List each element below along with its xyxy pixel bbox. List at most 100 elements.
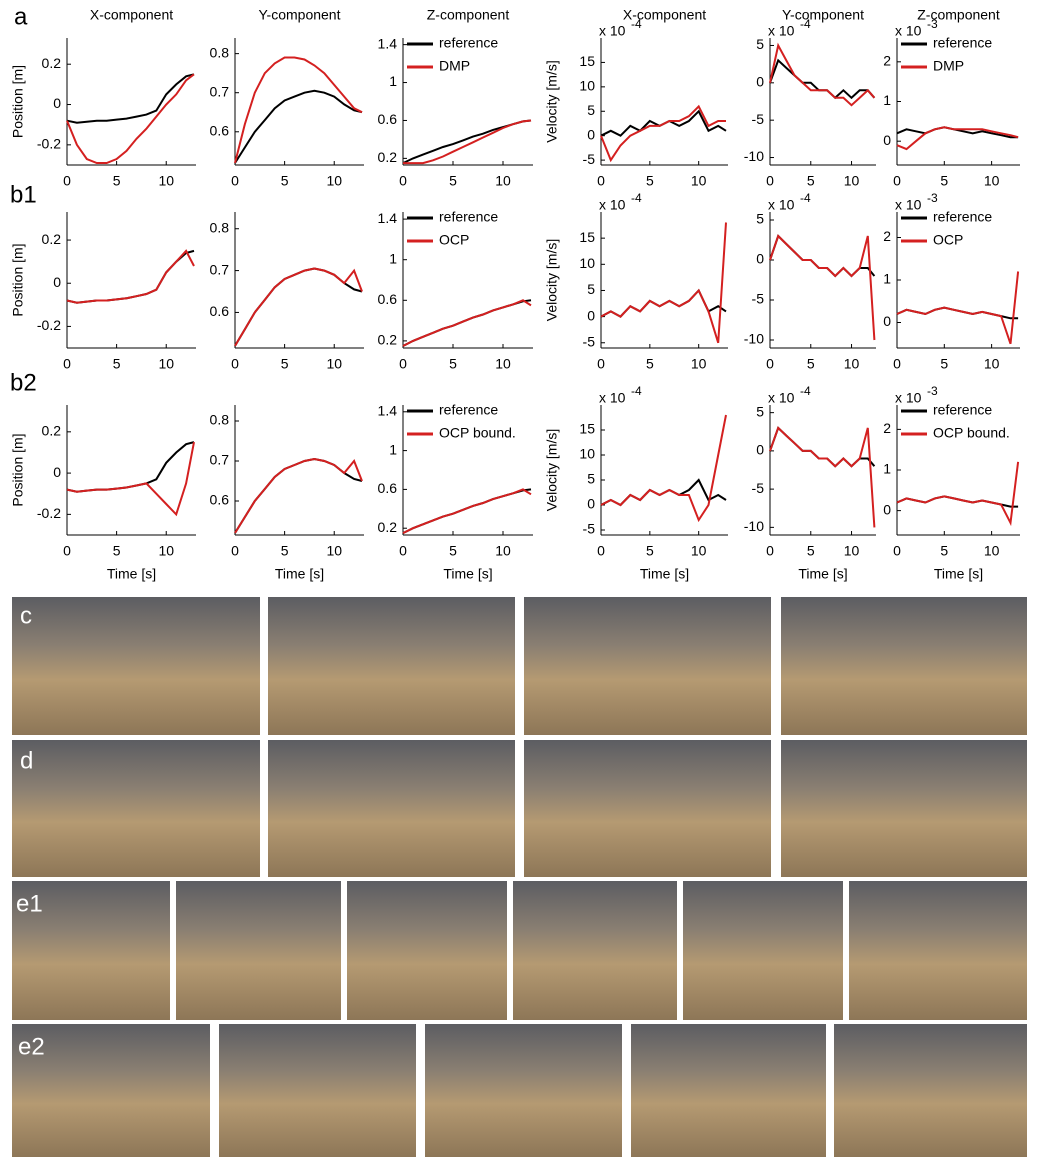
x-tick-label: 5 bbox=[449, 173, 457, 189]
y-tick-label: 1.4 bbox=[378, 35, 398, 51]
y-scale-exponent: -4 bbox=[800, 384, 811, 398]
y-tick-label: 5 bbox=[756, 403, 764, 419]
x-tick-label: 0 bbox=[399, 173, 407, 189]
x-tick-label: 10 bbox=[844, 356, 860, 372]
y-tick-label: 0.2 bbox=[42, 55, 62, 71]
y-tick-label: 5 bbox=[756, 211, 764, 227]
x-axis-label: Time [s] bbox=[934, 566, 983, 582]
row-label: b2 bbox=[10, 369, 37, 396]
y-tick-label: 0.7 bbox=[210, 452, 230, 468]
series-line bbox=[234, 89, 363, 164]
y-scale-exponent: -3 bbox=[927, 17, 938, 31]
y-tick-label: 0.8 bbox=[210, 44, 230, 60]
x-tick-label: 10 bbox=[495, 356, 511, 372]
legend-label: reference bbox=[439, 209, 498, 225]
legend-label: reference bbox=[933, 209, 992, 225]
y-tick-label: -5 bbox=[583, 151, 596, 167]
x-tick-label: 5 bbox=[940, 356, 948, 372]
x-axis-label: Time [s] bbox=[275, 566, 324, 582]
x-tick-label: 0 bbox=[399, 356, 407, 372]
y-tick-label: 0.7 bbox=[210, 83, 230, 99]
x-tick-label: 0 bbox=[63, 173, 71, 189]
chart-title: Y-component bbox=[259, 7, 341, 23]
x-tick-label: 5 bbox=[646, 543, 654, 559]
chart-title: X-component bbox=[623, 7, 706, 23]
x-tick-label: 5 bbox=[940, 543, 948, 559]
x-tick-label: 5 bbox=[281, 543, 289, 559]
y-scale-exponent: -3 bbox=[927, 191, 938, 205]
legend-label: reference bbox=[439, 35, 498, 51]
series-line bbox=[66, 441, 195, 517]
x-tick-label: 10 bbox=[158, 543, 174, 559]
chart-title: Z-component bbox=[427, 7, 510, 23]
x-axis-label: Time [s] bbox=[798, 566, 847, 582]
x-tick-label: 5 bbox=[281, 356, 289, 372]
x-tick-label: 0 bbox=[766, 173, 774, 189]
x-tick-label: 10 bbox=[495, 543, 511, 559]
series-line bbox=[769, 426, 876, 528]
y-scale-exponent: -4 bbox=[631, 191, 642, 205]
x-tick-label: 0 bbox=[231, 543, 239, 559]
x-tick-label: 0 bbox=[399, 543, 407, 559]
y-tick-label: 0 bbox=[53, 464, 61, 480]
legend-label: reference bbox=[933, 402, 992, 418]
y-tick-label: 15 bbox=[579, 53, 595, 69]
y-tick-label: -5 bbox=[752, 111, 765, 127]
y-tick-label: -0.2 bbox=[37, 317, 61, 333]
y-tick-label: 1 bbox=[883, 92, 891, 108]
y-scale-label: x 10 bbox=[895, 197, 922, 213]
x-tick-label: 10 bbox=[691, 356, 707, 372]
y-scale-exponent: -4 bbox=[631, 17, 642, 31]
y-scale-label: x 10 bbox=[895, 390, 922, 406]
y-scale-exponent: -3 bbox=[927, 384, 938, 398]
series-line bbox=[234, 267, 363, 347]
x-tick-label: 10 bbox=[691, 173, 707, 189]
y-tick-label: -5 bbox=[752, 480, 765, 496]
y-tick-label: 5 bbox=[587, 281, 595, 297]
series-line bbox=[66, 249, 195, 304]
series-line bbox=[896, 461, 1020, 527]
y-tick-label: 0 bbox=[587, 126, 595, 142]
y-tick-label: 1 bbox=[389, 250, 397, 266]
y-tick-label: 1.4 bbox=[378, 210, 398, 226]
y-tick-label: 0 bbox=[756, 74, 764, 90]
y-tick-label: 0 bbox=[883, 313, 891, 329]
y-tick-label: 1 bbox=[389, 441, 397, 457]
series-line bbox=[402, 299, 532, 347]
x-tick-label: 0 bbox=[893, 173, 901, 189]
x-tick-label: 10 bbox=[844, 173, 860, 189]
x-tick-label: 10 bbox=[691, 543, 707, 559]
series-line bbox=[234, 457, 363, 534]
x-tick-label: 0 bbox=[597, 173, 605, 189]
y-tick-label: 5 bbox=[587, 102, 595, 118]
y-tick-label: 0 bbox=[53, 274, 61, 290]
y-tick-label: 0.6 bbox=[378, 111, 398, 127]
y-axis-label: Velocity [m/s] bbox=[544, 429, 560, 511]
y-tick-label: -5 bbox=[752, 291, 765, 307]
y-tick-label: -10 bbox=[744, 148, 764, 164]
x-tick-label: 0 bbox=[63, 543, 71, 559]
y-tick-label: 0.6 bbox=[378, 480, 398, 496]
series-line bbox=[402, 488, 532, 534]
y-tick-label: -10 bbox=[744, 518, 764, 534]
y-tick-label: -5 bbox=[583, 333, 596, 349]
x-axis-label: Time [s] bbox=[640, 566, 689, 582]
y-scale-label: x 10 bbox=[599, 23, 626, 39]
y-axis-label: Velocity [m/s] bbox=[544, 60, 560, 142]
y-tick-label: 1.4 bbox=[378, 402, 398, 418]
x-tick-label: 5 bbox=[281, 173, 289, 189]
y-tick-label: 0 bbox=[756, 442, 764, 458]
y-tick-label: 0.6 bbox=[378, 291, 398, 307]
y-tick-label: 2 bbox=[883, 53, 891, 69]
y-scale-exponent: -4 bbox=[800, 191, 811, 205]
legend-label: OCP bound. bbox=[933, 425, 1010, 441]
y-tick-label: 15 bbox=[579, 421, 595, 437]
x-tick-label: 5 bbox=[807, 356, 815, 372]
x-tick-label: 0 bbox=[893, 543, 901, 559]
series-line bbox=[769, 58, 876, 100]
x-tick-label: 10 bbox=[984, 173, 1000, 189]
legend-label: reference bbox=[933, 35, 992, 51]
x-tick-label: 5 bbox=[113, 173, 121, 189]
series-line bbox=[403, 119, 532, 165]
x-tick-label: 5 bbox=[646, 173, 654, 189]
